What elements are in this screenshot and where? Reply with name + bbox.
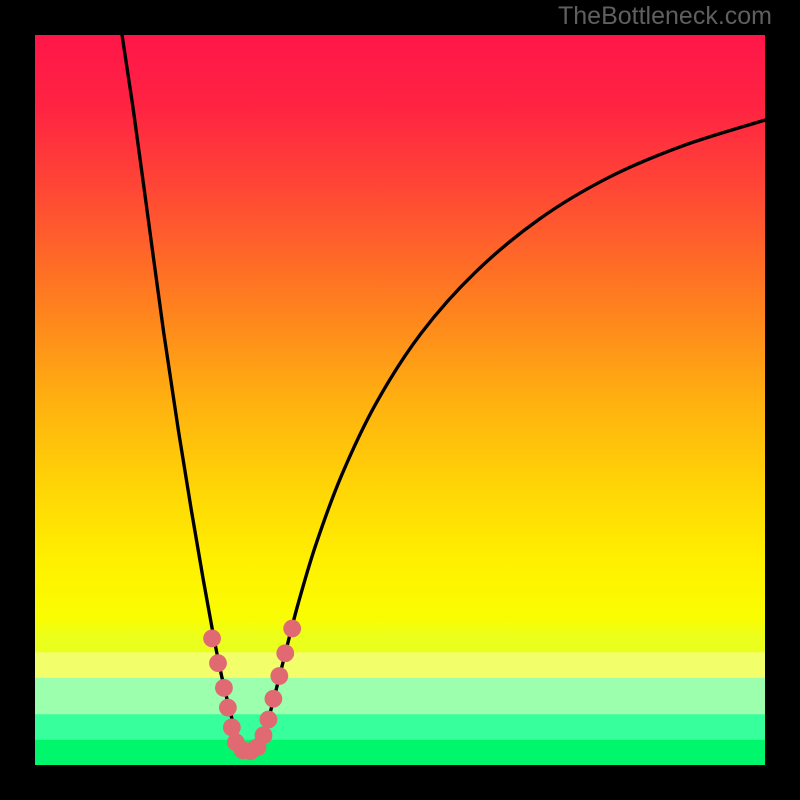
plot-area bbox=[31, 31, 769, 769]
heat-gradient-background bbox=[35, 35, 765, 765]
watermark-text: TheBottleneck.com bbox=[558, 2, 772, 31]
canvas: TheBottleneck.com bbox=[0, 0, 800, 800]
